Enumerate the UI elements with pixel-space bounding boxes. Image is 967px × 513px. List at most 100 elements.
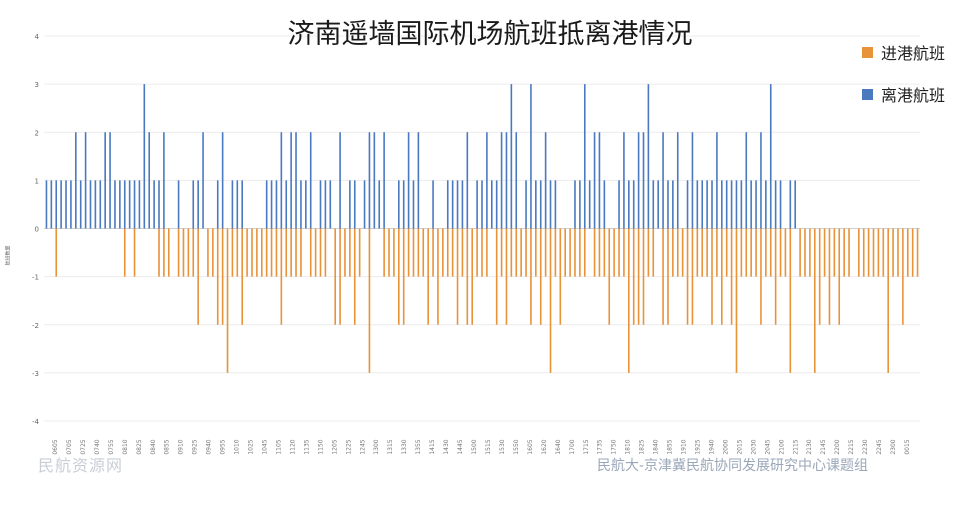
departure-bar-58 <box>329 180 332 229</box>
departure-bar-27 <box>177 180 180 229</box>
legend-label-arrivals: 进港航班 <box>881 44 946 63</box>
y-tick-label-1: -3 <box>32 370 39 378</box>
departure-bar-9 <box>89 180 92 229</box>
chart-title: 济南遥墙国际机场航班抵离港情况 <box>287 19 693 50</box>
arrival-bar-23 <box>158 228 160 277</box>
arrival-bar-122 <box>642 228 645 325</box>
x-tick-label-38: 1715 <box>583 439 590 454</box>
departure-bar-138 <box>721 180 723 229</box>
x-tick-label-17: 1120 <box>289 439 296 454</box>
arrival-bar-143 <box>745 228 748 277</box>
departure-bar-51 <box>295 132 297 229</box>
x-tick-label-15: 1045 <box>262 439 269 454</box>
x-tick-label-4: 0755 <box>108 439 115 454</box>
x-tick-label-48: 2000 <box>722 439 729 454</box>
departure-bar-113 <box>598 132 601 229</box>
arrival-bar-94 <box>505 228 508 325</box>
departure-bar-137 <box>716 132 718 229</box>
arrival-bar-155 <box>804 228 806 277</box>
departure-bar-17 <box>128 180 131 229</box>
departure-bar-131 <box>686 180 689 229</box>
departure-bar-79 <box>432 180 434 229</box>
arrival-bar-170 <box>877 228 880 277</box>
x-tick-label-14: 1025 <box>248 439 255 454</box>
departure-bar-22 <box>153 180 155 229</box>
watermark-left: 民航资源网 <box>38 456 124 475</box>
departure-bar-100 <box>535 180 537 229</box>
arrival-bar-123 <box>647 228 650 277</box>
arrival-bar-99 <box>530 228 532 325</box>
arrival-bar-86 <box>466 228 469 325</box>
arrival-bar-50 <box>290 228 292 277</box>
departure-bar-134 <box>701 180 704 229</box>
arrival-bar-159 <box>823 228 826 277</box>
x-tick-label-31: 1515 <box>485 439 492 454</box>
departure-bar-93 <box>500 132 503 229</box>
x-tick-label-12: 0955 <box>220 439 227 454</box>
arrival-bar-62 <box>349 228 351 277</box>
arrival-bar-79 <box>432 228 434 277</box>
arrival-bar-136 <box>711 228 713 325</box>
x-tick-label-33: 1550 <box>513 439 520 454</box>
departure-bar-147 <box>765 180 767 229</box>
legend-swatch-arrivals <box>862 46 873 58</box>
arrival-bar-102 <box>544 228 547 277</box>
arrival-bar-142 <box>740 228 743 277</box>
departure-bar-67 <box>373 132 376 229</box>
arrival-bar-100 <box>535 228 537 277</box>
departure-bar-108 <box>574 180 576 229</box>
x-tick-label-10: 0925 <box>192 439 199 454</box>
arrival-bar-110 <box>583 228 586 277</box>
arrival-bar-82 <box>446 228 449 277</box>
arrival-bar-134 <box>701 228 704 277</box>
departure-bar-149 <box>774 180 777 229</box>
arrival-bar-64 <box>358 228 361 277</box>
x-tick-label-2: 0725 <box>80 439 87 454</box>
arrival-bar-75 <box>412 228 415 277</box>
legend: 进港航班 离港航班 <box>862 40 945 124</box>
x-tick-label-13: 1010 <box>234 439 241 454</box>
arrival-bar-77 <box>422 228 425 277</box>
arrival-bar-28 <box>182 228 185 277</box>
departure-bar-136 <box>711 180 713 229</box>
departure-bar-89 <box>481 180 483 229</box>
departure-bar-65 <box>363 180 366 229</box>
arrival-bar-177 <box>911 228 914 277</box>
departure-bar-11 <box>99 180 102 229</box>
departure-bar-62 <box>349 180 351 229</box>
departure-bar-76 <box>417 132 420 229</box>
arrival-bar-152 <box>789 228 792 373</box>
departure-bar-128 <box>672 180 674 229</box>
arrival-bar-18 <box>133 228 136 277</box>
arrival-bar-47 <box>275 228 278 277</box>
departure-bar-4 <box>65 180 67 229</box>
arrival-bar-66 <box>368 228 371 373</box>
x-tick-label-42: 1825 <box>639 439 646 454</box>
departure-bar-63 <box>353 180 356 229</box>
arrival-bar-178 <box>916 228 919 277</box>
legend-swatch-departures <box>862 88 873 100</box>
departure-bar-1 <box>50 180 53 229</box>
x-tick-label-22: 1245 <box>359 439 366 454</box>
departure-bar-14 <box>114 180 116 229</box>
arrival-bar-164 <box>848 228 850 277</box>
departure-bar-101 <box>539 180 542 229</box>
departure-bar-10 <box>94 180 97 229</box>
departure-bar-121 <box>637 132 640 229</box>
arrival-bar-73 <box>402 228 405 325</box>
arrival-bar-38 <box>231 228 234 277</box>
departure-bar-6 <box>75 132 77 229</box>
x-tick-label-46: 1925 <box>695 439 702 454</box>
departure-bar-45 <box>265 180 268 229</box>
x-tick-label-3: 0740 <box>94 439 101 454</box>
arrival-bar-115 <box>608 228 611 325</box>
arrival-bar-70 <box>388 228 390 277</box>
watermark-credit: 民航大-京津冀民航协同发展研究中心课题组 <box>597 458 869 474</box>
y-tick-label-7: 3 <box>35 81 39 89</box>
arrival-bar-87 <box>471 228 474 325</box>
arrival-bar-151 <box>784 228 787 277</box>
arrival-bar-160 <box>828 228 831 325</box>
x-tick-label-27: 1415 <box>429 439 436 454</box>
arrival-bar-83 <box>451 228 454 277</box>
y-tick-label-0: -4 <box>32 418 40 426</box>
